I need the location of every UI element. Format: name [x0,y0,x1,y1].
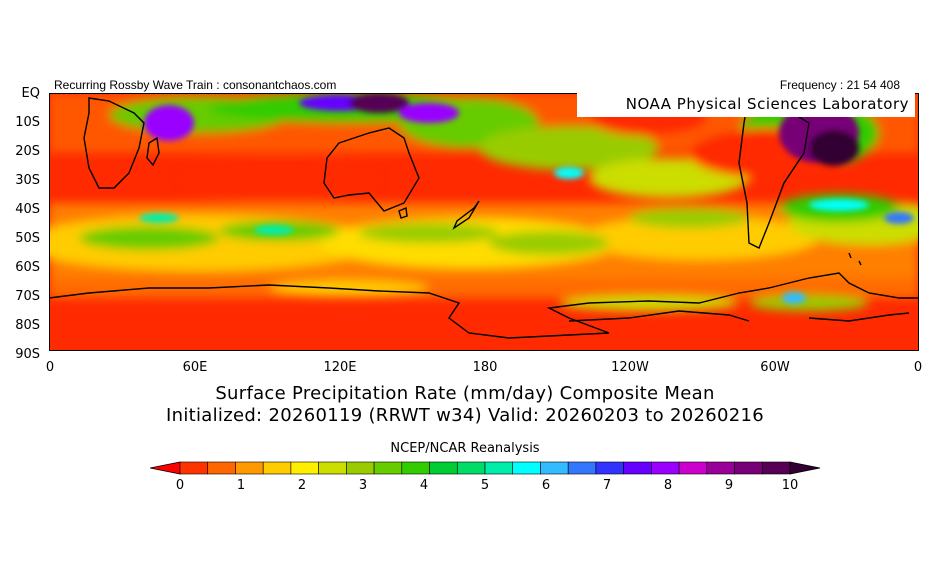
colorbar-swatch [346,461,375,475]
data-source: NCEP/NCAR Reanalysis [390,441,540,456]
colorbar-high-arrow [789,461,821,475]
colorbar-swatch [179,461,209,475]
colorbar-tick: 1 [236,478,246,493]
colorbar-swatch [262,461,292,475]
colorbar-swatch [567,461,597,475]
colorbar-tick: 6 [541,478,551,493]
precip-field [49,93,919,311]
lon-tick-label: 180 [472,360,498,375]
colorbar-tick: 5 [480,478,490,493]
colorbar-swatch [456,461,486,475]
colorbar-tick: 2 [297,478,307,493]
lat-tick-label: 90S [15,347,40,362]
colorbar-swatch [401,461,430,475]
heavy-precip-cores [139,93,914,304]
latitude-axis: EQ 10S 20S 30S 40S 50S 60S 70S 80S 90S [0,0,46,580]
precipitation-map [49,93,919,351]
colorbar [150,461,821,475]
colorbar-tick: 0 [175,478,185,493]
lat-tick-label: 30S [15,173,40,188]
top-left-caption: Recurring Rossby Wave Train : consonantc… [54,78,337,92]
colorbar-swatch [373,461,403,475]
lat-tick-label: 60S [15,260,40,275]
colorbar-low-arrow [150,461,181,475]
lat-tick-label: 40S [15,202,40,217]
colorbar-tick: 7 [602,478,612,493]
colorbar-swatch [761,461,791,475]
colorbar-swatch [540,461,569,475]
lat-tick-label: EQ [21,86,40,101]
lat-tick-label: 10S [15,115,40,130]
map-subtitle: Initialized: 20260119 (RRWT w34) Valid: … [166,405,764,426]
lon-tick-label: 60E [182,360,208,375]
colorbar-swatch [623,461,652,475]
colorbar-tick: 8 [663,478,673,493]
colorbar-tick: 3 [358,478,368,493]
colorbar-swatch [429,461,458,475]
colorbar-tick: 4 [419,478,429,493]
lon-tick-label: 120W [611,360,649,375]
map-title: Surface Precipitation Rate (mm/day) Comp… [215,383,715,404]
colorbar-swatch [318,461,347,475]
colorbar-swatch [651,461,680,475]
colorbar-swatch [678,461,708,475]
colorbar-swatch [290,461,319,475]
lon-tick-label: 60W [760,360,790,375]
colorbar-tick: 10 [781,478,799,493]
map-svg [49,93,919,351]
lon-tick-label: 0 [45,360,55,375]
lat-tick-label: 50S [15,231,40,246]
lat-tick-label: 20S [15,144,40,159]
colorbar-swatch [235,461,264,475]
colorbar-swatch [734,461,763,475]
lat-tick-label: 80S [15,318,40,333]
colorbar-swatch [706,461,735,475]
colorbar-tick: 9 [724,478,734,493]
lon-tick-label: 0 [913,360,923,375]
lon-tick-label: 120E [323,360,357,375]
colorbar-swatch [207,461,236,475]
organization-label: NOAA Physical Sciences Laboratory [577,93,915,117]
colorbar-swatch [484,461,514,475]
colorbar-swatch [595,461,624,475]
frequency-caption: Frequency : 21 54 408 [779,78,900,92]
lat-tick-label: 70S [15,289,40,304]
colorbar-swatch [512,461,541,475]
